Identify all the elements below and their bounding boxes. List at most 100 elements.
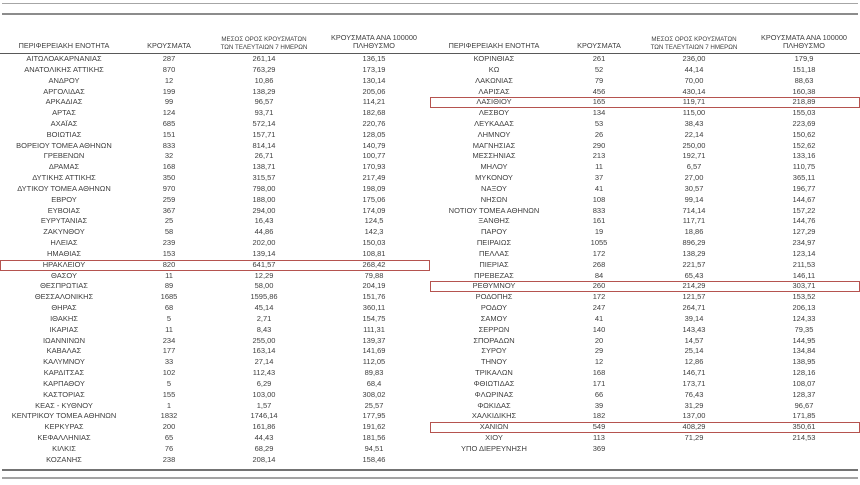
table-row: ΦΛΩΡΙΝΑΣ 66 76,43 128,37 <box>430 390 860 401</box>
per100k-cell: 141,69 <box>362 346 386 356</box>
per100k-cell: 144,76 <box>792 216 816 226</box>
per100k-cell: 142,3 <box>364 227 384 237</box>
per100k-cell: 68,4 <box>366 378 382 388</box>
per100k-cell: 350,61 <box>792 422 816 432</box>
cases-cell: 833 <box>592 205 606 215</box>
table-row: ΝΟΤΙΟΥ ΤΟΜΕΑ ΑΘΗΝΩΝ 833 714,14 157,22 <box>430 206 860 217</box>
per100k-cell: 25,57 <box>364 400 384 410</box>
cases-cell: 260 <box>592 281 606 291</box>
avg7-cell: 121,57 <box>682 292 706 302</box>
avg7-cell: 294,00 <box>252 205 276 215</box>
avg7-cell: 261,14 <box>252 54 276 64</box>
cases-cell: 108 <box>592 194 606 204</box>
avg7-cell: 45,14 <box>254 303 274 313</box>
avg7-cell: 27,00 <box>684 173 704 183</box>
left-table-body: ΑΙΤΩΛΟΑΚΑΡΝΑΝΙΑΣ 287 261,14 136,15 ΑΝΑΤΟΛΙΚΗ… <box>0 54 430 465</box>
region-cell: ΣΑΜΟΥ <box>480 313 508 323</box>
per100k-cell: 218,89 <box>792 97 816 107</box>
per100k-cell: 211,53 <box>792 259 816 269</box>
table-body-row: ΑΙΤΩΛΟΑΚΑΡΝΑΝΙΑΣ 287 261,14 136,15 ΑΝΑΤΟΛΙΚΗ… <box>0 54 860 465</box>
cases-cell: 39 <box>594 400 604 410</box>
per100k-cell: 128,37 <box>792 389 816 399</box>
per100k-cell: 198,09 <box>362 183 386 193</box>
avg7-cell: 143,43 <box>682 324 706 334</box>
per100k-cell: 96,67 <box>794 400 814 410</box>
table-row: ΑΝΔΡΟΥ 12 10,86 130,14 <box>0 76 430 87</box>
per100k-cell: 234,97 <box>792 238 816 248</box>
avg7-cell: 76,43 <box>684 389 704 399</box>
per100k-cell: 123,14 <box>792 248 816 258</box>
table-row: ΠΕΙΡΑΙΩΣ 1055 896,29 234,97 <box>430 238 860 249</box>
region-cell: ΚΕΡΚΥΡΑΣ <box>44 422 84 432</box>
per100k-cell: 151,76 <box>362 292 386 302</box>
table-row: ΣΥΡΟΥ 29 25,14 134,84 <box>430 346 860 357</box>
table-row: ΑΝΑΤΟΛΙΚΗΣ ΑΤΤΙΚΗΣ 870 763,29 173,19 <box>0 65 430 76</box>
right-table-header: ΠΕΡΙΦΕΡΕΙΑΚΗ ΕΝΟΤΗΤΑ ΚΡΟΥΣΜΑΤΑ ΜΕΣΟΣ ΟΡΟ… <box>430 33 860 53</box>
region-cell: ΛΗΜΝΟΥ <box>477 129 511 139</box>
per100k-cell: 173,19 <box>362 64 386 74</box>
cases-cell: 247 <box>592 303 606 313</box>
per100k-cell: 151,18 <box>792 64 816 74</box>
avg7-cell: 163,14 <box>252 346 276 356</box>
cases-cell: 1 <box>166 400 172 410</box>
region-cell: ΠΑΡΟΥ <box>480 227 507 237</box>
col-header-avg7-line2: ΤΩΝ ΤΕΛΕΥΤΑΙΩΝ 7 ΗΜΕΡΩΝ <box>650 43 738 51</box>
bottom-rule-outer <box>2 477 858 479</box>
per100k-cell: 155,03 <box>792 108 816 118</box>
table-row: ΖΑΚΥΝΘΟΥ 58 44,86 142,3 <box>0 227 430 238</box>
region-cell: ΠΙΕΡΙΑΣ <box>479 259 509 269</box>
table-row: ΕΥΡΥΤΑΝΙΑΣ 25 16,43 124,5 <box>0 216 430 227</box>
per100k-cell: 303,71 <box>792 281 816 291</box>
avg7-cell: 119,71 <box>682 97 706 107</box>
per100k-cell: 133,16 <box>792 151 816 161</box>
region-cell: ΦΘΙΩΤΙΔΑΣ <box>473 378 515 388</box>
avg7-cell: 44,43 <box>254 433 274 442</box>
table-row: ΤΡΙΚΑΛΩΝ 168 146,71 128,16 <box>430 368 860 379</box>
cases-cell: 79 <box>594 75 604 85</box>
per100k-cell: 157,22 <box>792 205 816 215</box>
cases-cell: 113 <box>593 433 605 442</box>
per100k-cell: 79,88 <box>364 270 384 280</box>
cases-cell: 200 <box>162 422 176 432</box>
region-cell: ΕΒΡΟΥ <box>51 194 77 204</box>
region-cell: ΧΑΝΙΩΝ <box>479 422 509 432</box>
col-header-region: ΠΕΡΙΦΕΡΕΙΑΚΗ ΕΝΟΤΗΤΑ <box>18 41 110 51</box>
region-cell: ΚΕΝΤΡΙΚΟΥ ΤΟΜΕΑ ΑΘΗΝΩΝ <box>11 411 117 421</box>
cases-cell: 182 <box>592 411 606 421</box>
table-row: ΛΑΚΩΝΙΑΣ 79 70,00 88,63 <box>430 76 860 87</box>
region-cell: ΜΑΓΝΗΣΙΑΣ <box>472 140 516 150</box>
cases-cell: 820 <box>162 259 176 269</box>
region-cell: ΛΑΚΩΝΙΑΣ <box>475 75 513 85</box>
region-cell: ΒΟΙΩΤΙΑΣ <box>46 129 82 139</box>
region-cell: ΚΑΛΥΜΝΟΥ <box>43 357 85 367</box>
avg7-cell: 798,00 <box>252 183 276 193</box>
region-cell: ΚΑΣΤΟΡΙΑΣ <box>43 389 85 399</box>
cases-cell: 124 <box>162 108 176 118</box>
avg7-cell: 763,29 <box>252 64 276 74</box>
avg7-cell: 214,29 <box>682 281 706 291</box>
cases-cell: 11 <box>165 324 173 334</box>
avg7-cell: 6,57 <box>686 162 702 172</box>
per100k-cell: 134,84 <box>792 346 816 356</box>
region-cell: ΓΡΕΒΕΝΩΝ <box>43 151 85 161</box>
table-row: ΛΕΣΒΟΥ 134 115,00 155,03 <box>430 108 860 119</box>
region-cell: ΑΙΤΩΛΟΑΚΑΡΝΑΝΙΑΣ <box>26 54 102 64</box>
avg7-cell: 99,14 <box>684 194 704 204</box>
per100k-cell: 146,11 <box>792 270 816 280</box>
table-row: ΜΗΛΟΥ 11 6,57 110,75 <box>430 162 860 173</box>
per100k-cell: 94,51 <box>364 443 384 453</box>
cases-cell: 350 <box>162 173 176 183</box>
per100k-cell: 365,11 <box>792 173 816 183</box>
cases-cell: 153 <box>162 248 176 258</box>
table-row: ΜΥΚΟΝΟΥ 37 27,00 365,11 <box>430 173 860 184</box>
cases-cell: 76 <box>164 443 174 453</box>
avg7-cell: 70,00 <box>684 75 704 85</box>
cases-cell: 199 <box>162 86 176 96</box>
per100k-cell: 124,33 <box>792 313 816 323</box>
cases-tables: ΠΕΡΙΦΕΡΕΙΑΚΗ ΕΝΟΤΗΤΑ ΚΡΟΥΣΜΑΤΑ ΜΕΣΟΣ ΟΡΟ… <box>0 16 860 465</box>
avg7-cell: 236,00 <box>682 54 706 64</box>
table-row: ΚΕΦΑΛΛΗΝΙΑΣ 65 44,43 181,56 <box>0 433 430 444</box>
region-cell: ΕΥΡΥΤΑΝΙΑΣ <box>40 216 88 226</box>
table-row: ΚΟΡΙΝΘΙΑΣ 261 236,00 179,9 <box>430 54 860 65</box>
